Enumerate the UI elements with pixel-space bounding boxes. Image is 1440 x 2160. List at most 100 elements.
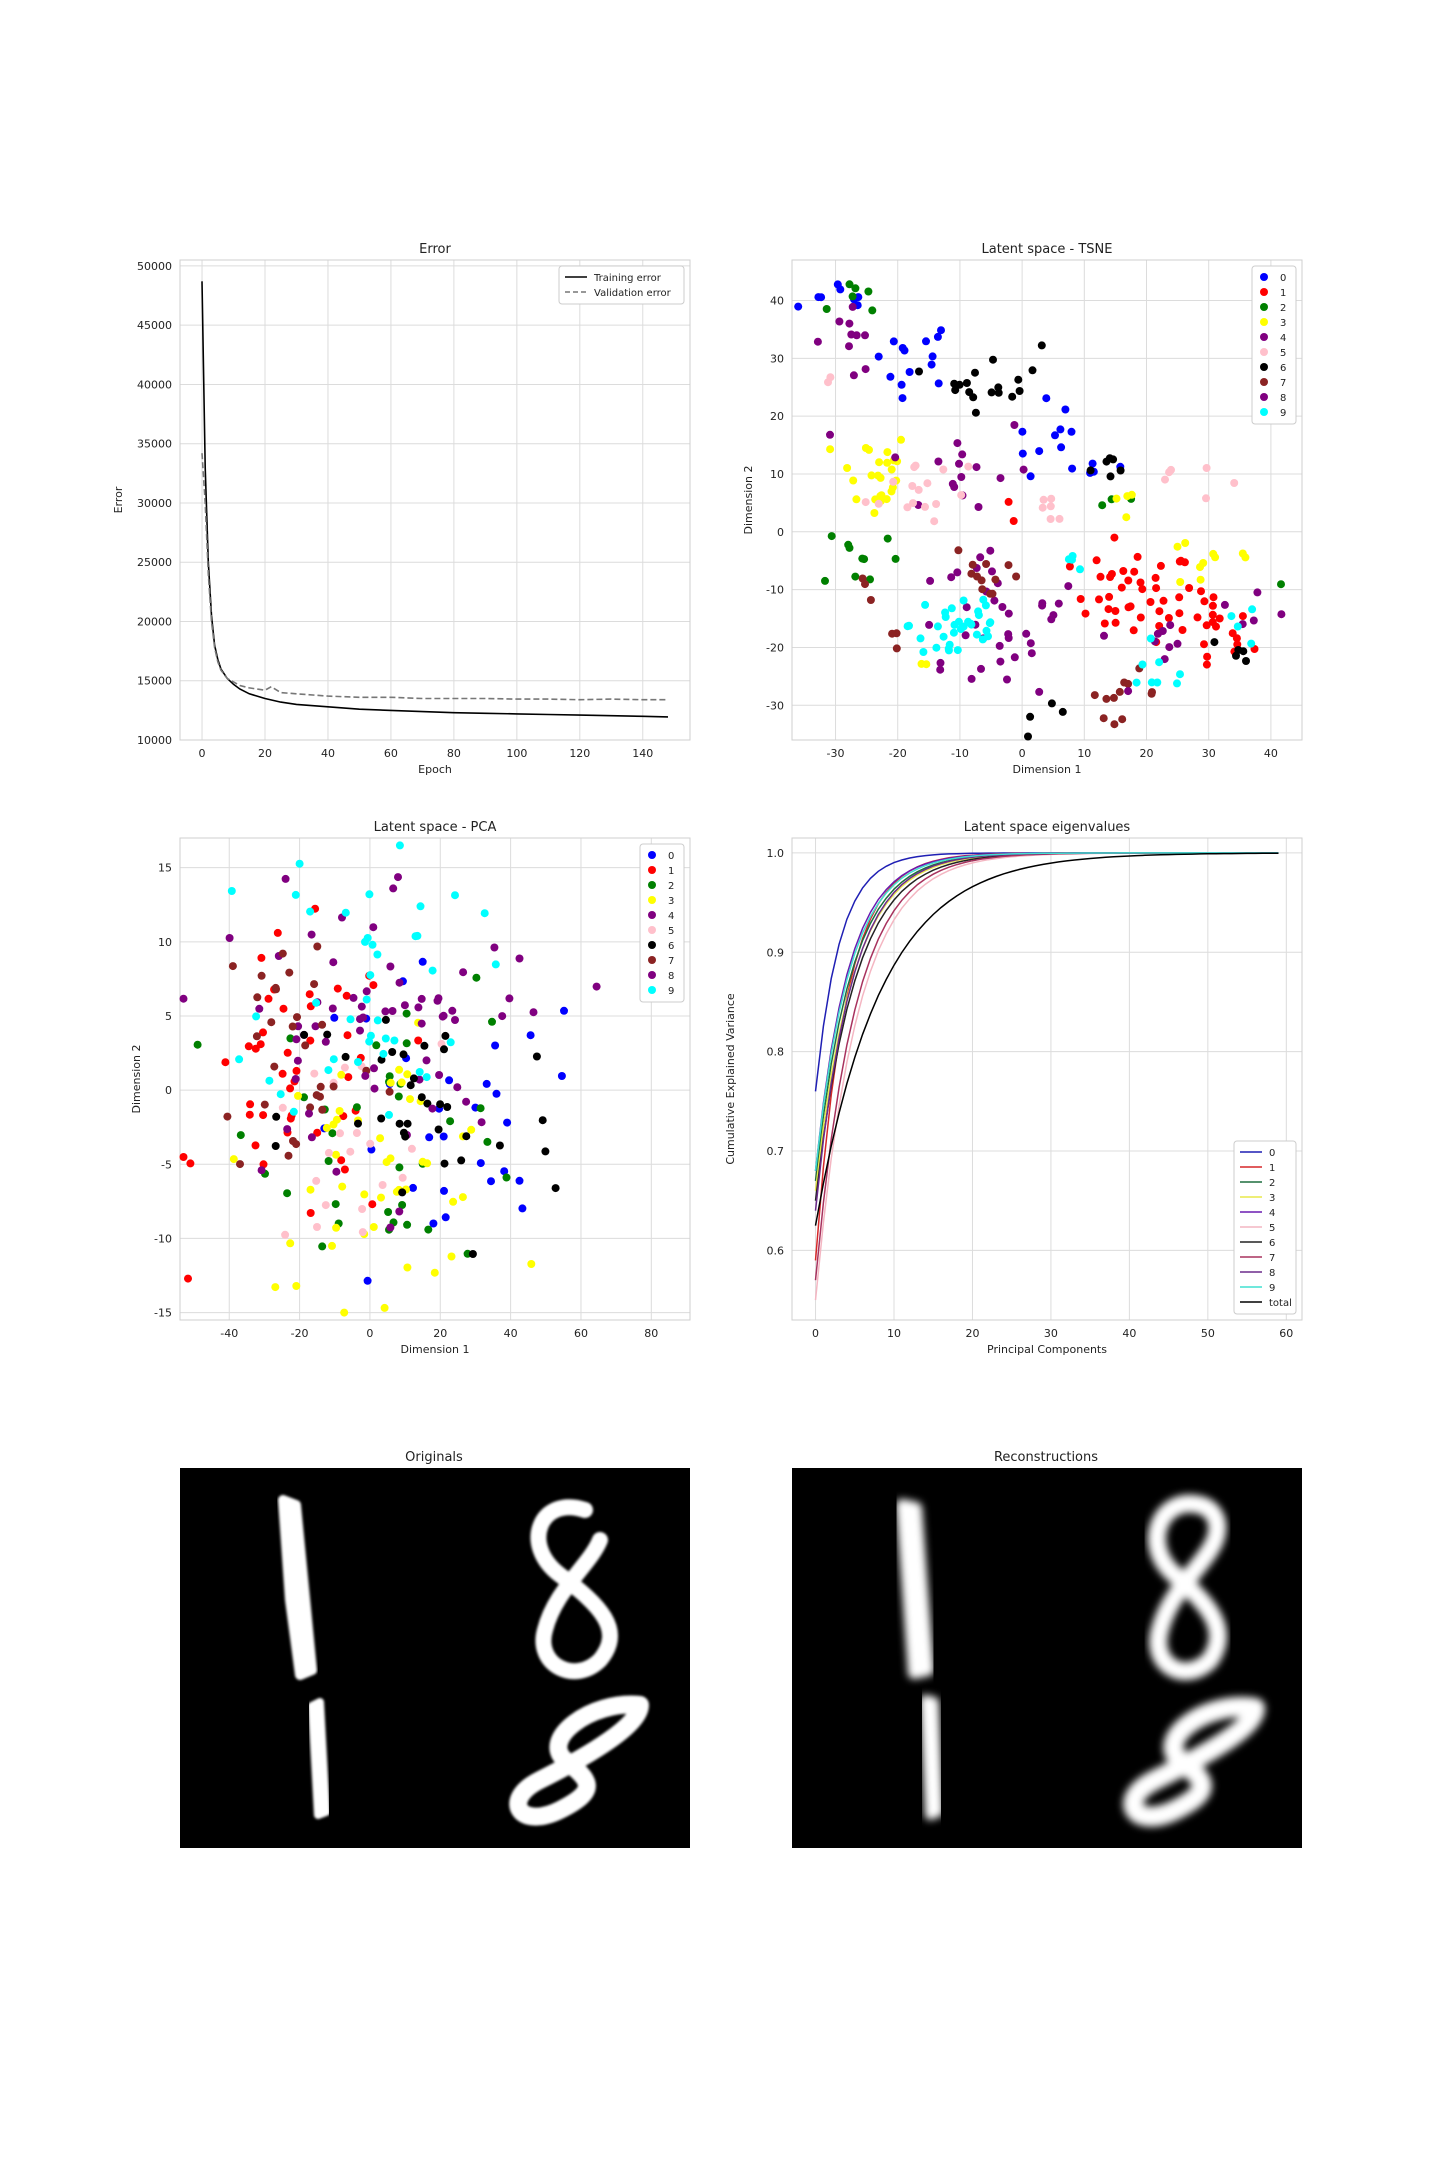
- point-class-3: [1122, 513, 1131, 522]
- point-class-3: [852, 495, 861, 504]
- point-class-9: [276, 1090, 285, 1099]
- legend-label: 2: [1280, 303, 1286, 314]
- point-class-9: [362, 995, 371, 1004]
- x-tick-label: 80: [447, 747, 461, 760]
- point-class-8: [255, 1004, 264, 1013]
- y-tick-label: 10: [770, 468, 784, 481]
- point-class-8: [1027, 649, 1036, 658]
- point-class-5: [358, 1205, 367, 1213]
- point-class-1: [1203, 652, 1212, 661]
- point-class-5: [932, 500, 941, 508]
- point-class-8: [849, 371, 858, 380]
- point-class-3: [1241, 553, 1250, 562]
- point-class-4: [477, 1118, 486, 1127]
- legend-box: [639, 843, 685, 1003]
- point-class-8: [1153, 629, 1162, 638]
- point-class-4: [291, 1075, 300, 1083]
- point-class-0: [409, 1183, 417, 1192]
- point-class-4: [934, 457, 943, 466]
- point-class-9: [956, 625, 965, 634]
- point-class-3: [917, 659, 926, 668]
- point-class-2: [476, 1104, 485, 1113]
- point-class-6: [462, 1132, 471, 1141]
- point-class-9: [1176, 670, 1184, 679]
- point-class-1: [251, 1141, 260, 1150]
- point-class-4: [370, 1064, 378, 1073]
- point-class-8: [305, 1109, 313, 1118]
- legend-label: 6: [1280, 363, 1286, 374]
- point-class-9: [959, 596, 968, 605]
- point-class-0: [518, 1204, 527, 1213]
- legend-marker: [1260, 288, 1268, 296]
- point-class-6: [495, 1141, 504, 1150]
- point-class-7: [228, 962, 237, 971]
- point-class-0: [445, 1076, 454, 1085]
- point-class-6: [300, 1030, 309, 1039]
- point-class-7: [1004, 561, 1013, 570]
- point-class-4: [926, 576, 935, 585]
- point-class-6: [440, 1045, 448, 1054]
- point-class-6: [538, 1116, 547, 1125]
- point-class-9: [390, 1036, 399, 1045]
- point-class-4: [395, 978, 404, 987]
- legend-label: 2: [668, 881, 674, 892]
- point-class-9: [235, 1055, 244, 1064]
- point-class-3: [877, 491, 886, 500]
- point-class-1: [368, 1200, 377, 1209]
- reconstructions-title: Reconstructions: [994, 1450, 1098, 1465]
- eigen-curve-total: [814, 852, 1279, 1226]
- point-class-5: [346, 1147, 355, 1156]
- point-class-2: [403, 1220, 412, 1229]
- point-class-2: [395, 1163, 404, 1172]
- point-class-6: [987, 388, 996, 397]
- point-class-8: [998, 603, 1007, 611]
- x-tick-label: 20: [965, 1327, 979, 1340]
- point-class-2: [827, 532, 836, 541]
- x-tick-label: 60: [384, 747, 398, 760]
- point-class-6: [441, 1031, 450, 1040]
- digit-1-reconstruction: [896, 1499, 934, 1679]
- point-class-7: [284, 1151, 293, 1160]
- point-class-5: [1039, 495, 1048, 504]
- point-class-6: [1210, 638, 1219, 647]
- point-class-4: [349, 993, 358, 1002]
- legend-label: 5: [1280, 348, 1286, 359]
- point-class-4: [307, 930, 316, 939]
- x-tick-label: 140: [632, 747, 653, 760]
- point-class-0: [482, 1079, 491, 1088]
- point-class-8: [861, 331, 869, 340]
- point-class-8: [417, 1019, 426, 1028]
- point-class-1: [1126, 602, 1135, 611]
- point-class-9: [252, 1012, 261, 1021]
- point-class-5: [824, 378, 832, 387]
- point-class-9: [446, 1038, 455, 1047]
- point-class-2: [352, 1103, 361, 1112]
- point-class-7: [385, 1087, 394, 1096]
- point-class-4: [986, 546, 995, 555]
- point-class-4: [1038, 601, 1047, 610]
- y-tick-label: 20000: [137, 615, 172, 628]
- y-tick-label: 10: [158, 936, 172, 949]
- y-tick-label: 0: [777, 526, 784, 539]
- point-class-7: [260, 1100, 269, 1109]
- point-class-5: [1047, 494, 1056, 503]
- x-axis-label: Epoch: [418, 763, 452, 776]
- point-class-6: [1028, 366, 1037, 375]
- point-class-0: [1088, 459, 1097, 468]
- point-class-7: [236, 1160, 244, 1169]
- point-class-2: [446, 1117, 455, 1126]
- point-class-9: [422, 1073, 431, 1082]
- point-class-2: [472, 973, 481, 982]
- point-class-3: [403, 1070, 412, 1079]
- x-tick-label: -40: [220, 1327, 238, 1340]
- point-class-8: [434, 994, 443, 1003]
- x-tick-label: -20: [889, 747, 907, 760]
- point-class-3: [229, 1155, 238, 1164]
- point-class-7: [285, 968, 294, 977]
- point-class-1: [306, 1209, 315, 1217]
- point-class-5: [908, 482, 917, 490]
- point-class-5: [889, 477, 898, 486]
- point-class-5: [312, 1176, 321, 1185]
- x-tick-label: -30: [827, 747, 845, 760]
- point-class-8: [995, 641, 1004, 650]
